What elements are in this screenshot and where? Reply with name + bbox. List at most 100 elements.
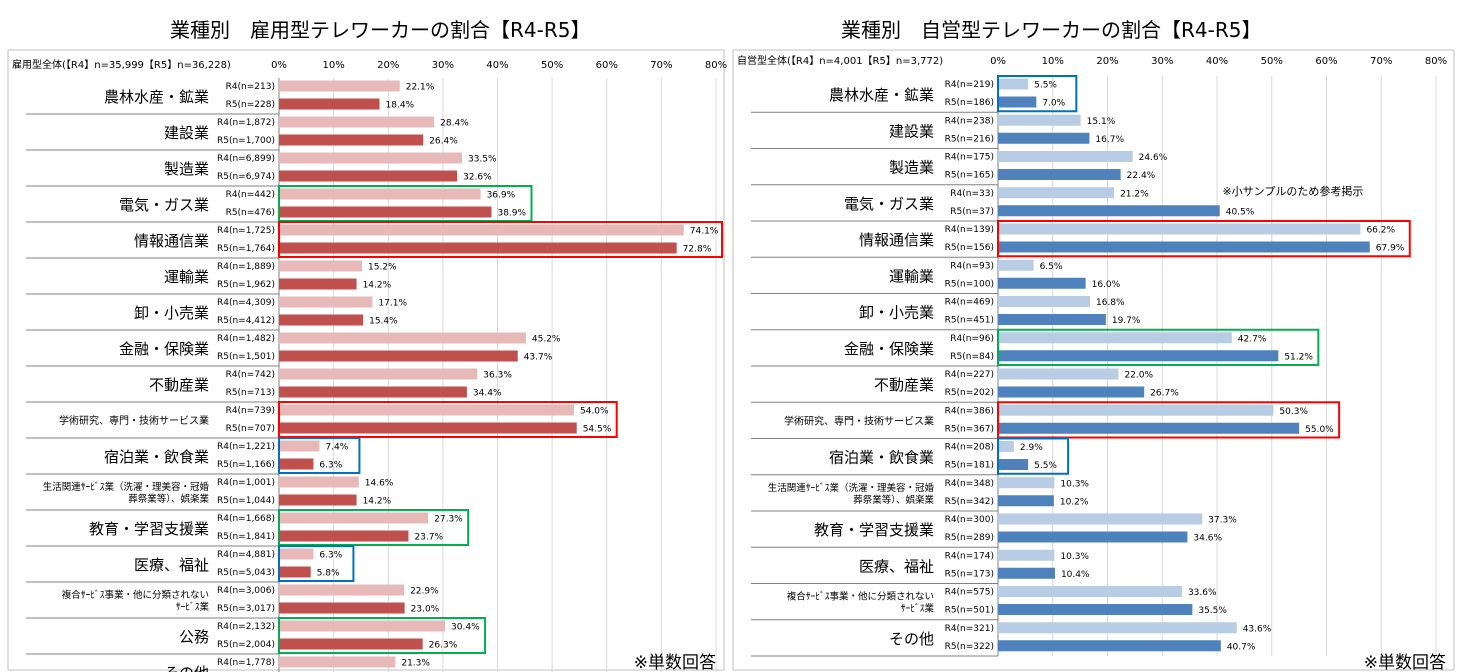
r5-n-label: R5(n=186)	[945, 98, 994, 108]
bar-r5	[279, 494, 357, 506]
data-label-r5: 14.2%	[363, 497, 392, 507]
bar-r4	[279, 476, 359, 488]
chart-frame	[7, 49, 725, 671]
data-label-r5: 55.0%	[1305, 425, 1334, 435]
tick-label: 0%	[990, 56, 1006, 67]
bar-r4	[279, 260, 363, 272]
r5-n-label: R5(n=202)	[945, 388, 994, 398]
bar-r5	[998, 422, 1300, 434]
data-label-r4: 22.0%	[1124, 371, 1153, 381]
category-label: 建設業	[889, 122, 934, 140]
r4-n-label: R4(n=300)	[945, 515, 994, 525]
r4-n-label: R4(n=33)	[950, 189, 994, 199]
r4-n-label: R4(n=386)	[945, 406, 994, 416]
tick-label: 40%	[486, 60, 508, 71]
data-label-r5: 32.6%	[463, 173, 492, 183]
highlight-box	[278, 401, 618, 438]
data-label-r4: 10.3%	[1060, 552, 1089, 562]
r4-n-label: R4(n=4,309)	[217, 298, 275, 308]
data-label-r4: 15.1%	[1087, 117, 1116, 127]
bar-r5	[998, 205, 1220, 217]
bar-r4	[279, 584, 405, 596]
category-label: 製造業	[889, 159, 934, 177]
category-label: 運輸業	[889, 267, 934, 285]
tick-label: 60%	[596, 60, 618, 71]
category-label: 金融・保険業	[844, 340, 934, 358]
data-label-r5: 35.5%	[1198, 606, 1227, 616]
bar-r4	[998, 187, 1115, 199]
selfemployed-chart-panel: 業種別 自営型テレワーカーの割合【R4-R5】 自営型全体(【R4】n=4,00…	[731, 0, 1460, 672]
r4-n-label: R4(n=321)	[945, 624, 994, 634]
bar-r4	[279, 80, 400, 92]
bar-r5	[998, 96, 1037, 108]
highlight-box	[997, 437, 1070, 475]
data-label-r5: 51.2%	[1284, 352, 1313, 362]
r5-n-label: R5(n=5,043)	[217, 568, 275, 578]
data-label-r4: 6.3%	[319, 551, 342, 561]
bar-r5	[279, 170, 458, 182]
employee-chart: 雇用型全体(【R4】n=35,999【R5】n=36,228) 0% 10% 20% 3…	[7, 49, 727, 672]
tick-label: 40%	[1206, 56, 1228, 67]
r5-n-label: R5(n=501)	[945, 606, 994, 616]
chart-frame	[732, 49, 1455, 671]
highlight-box	[278, 545, 355, 582]
bar-r5	[279, 602, 405, 614]
category-label: 学術研究、専門・技術サービス業	[784, 414, 934, 427]
category-label: 運輸業	[164, 268, 209, 286]
data-label-r4: 17.1%	[378, 299, 407, 309]
category-label: 複合ｻｰﾋﾞｽ事業・他に分類されない	[787, 591, 934, 603]
bar-r5	[279, 350, 518, 362]
data-label-r4: 36.3%	[483, 371, 512, 381]
r4-n-label: R4(n=238)	[945, 116, 994, 126]
data-label-r4: 42.7%	[1238, 334, 1267, 344]
data-label-r4: 21.3%	[401, 659, 430, 669]
data-label-r5: 10.2%	[1060, 497, 1089, 507]
data-label-r4: 24.6%	[1139, 153, 1168, 163]
r4-n-label: R4(n=219)	[945, 80, 994, 90]
bar-r5	[279, 98, 380, 110]
employee-chart-title: 業種別 雇用型テレワーカーの割合【R4-R5】	[170, 18, 591, 42]
tick-label: 70%	[650, 60, 672, 71]
tick-label: 30%	[432, 60, 454, 71]
selfemployed-chart: 自営型全体(【R4】n=4,001【R5】n=3,772) 0% 10% 20% 30%…	[732, 49, 1455, 672]
bar-r4	[279, 296, 373, 308]
r5-n-label: R5(n=1,166)	[217, 460, 275, 470]
r4-n-label: R4(n=4,881)	[217, 550, 275, 560]
tick-label: 0%	[271, 60, 287, 71]
tick-label: 80%	[1425, 56, 1447, 67]
bar-r4	[279, 188, 481, 200]
r4-n-label: R4(n=442)	[226, 190, 275, 200]
bar-r5	[279, 530, 409, 542]
selfemployed-chart-title: 業種別 自営型テレワーカーの割合【R4-R5】	[841, 18, 1262, 42]
r5-n-label: R5(n=165)	[945, 171, 994, 181]
category-label: 製造業	[164, 160, 209, 178]
highlight-box	[997, 328, 1320, 366]
category-label: 農林水産・鉱業	[829, 86, 934, 104]
bar-r4	[998, 477, 1055, 489]
r4-n-label: R4(n=739)	[226, 406, 275, 416]
bar-r4	[279, 224, 684, 236]
bar-r5	[998, 350, 1279, 362]
r5-n-label: R5(n=1,044)	[217, 496, 275, 506]
data-label-r4: 54.0%	[580, 407, 609, 417]
r4-n-label: R4(n=174)	[945, 551, 994, 561]
r4-n-label: R4(n=1,872)	[217, 118, 275, 128]
category-label: 教育・学習支援業	[89, 520, 209, 538]
data-label-r4: 50.3%	[1279, 407, 1308, 417]
tick-label: 80%	[705, 60, 727, 71]
highlight-box	[997, 401, 1341, 439]
category-label: 金融・保険業	[119, 340, 209, 358]
data-label-r4: 28.4%	[440, 119, 469, 129]
r5-n-label: R5(n=451)	[945, 316, 994, 326]
bar-r4	[279, 116, 435, 128]
data-label-r4: 14.6%	[365, 479, 394, 489]
category-label: 不動産業	[874, 376, 934, 394]
r5-n-label: R5(n=173)	[945, 569, 994, 579]
category-label: その他	[164, 664, 209, 672]
bar-r5	[998, 314, 1106, 325]
tick-label: 10%	[323, 60, 345, 71]
bar-r5	[279, 566, 311, 578]
tick-label: 10%	[1042, 56, 1064, 67]
r5-n-label: R5(n=1,700)	[217, 136, 275, 146]
category-label: 医療、福祉	[859, 557, 934, 575]
